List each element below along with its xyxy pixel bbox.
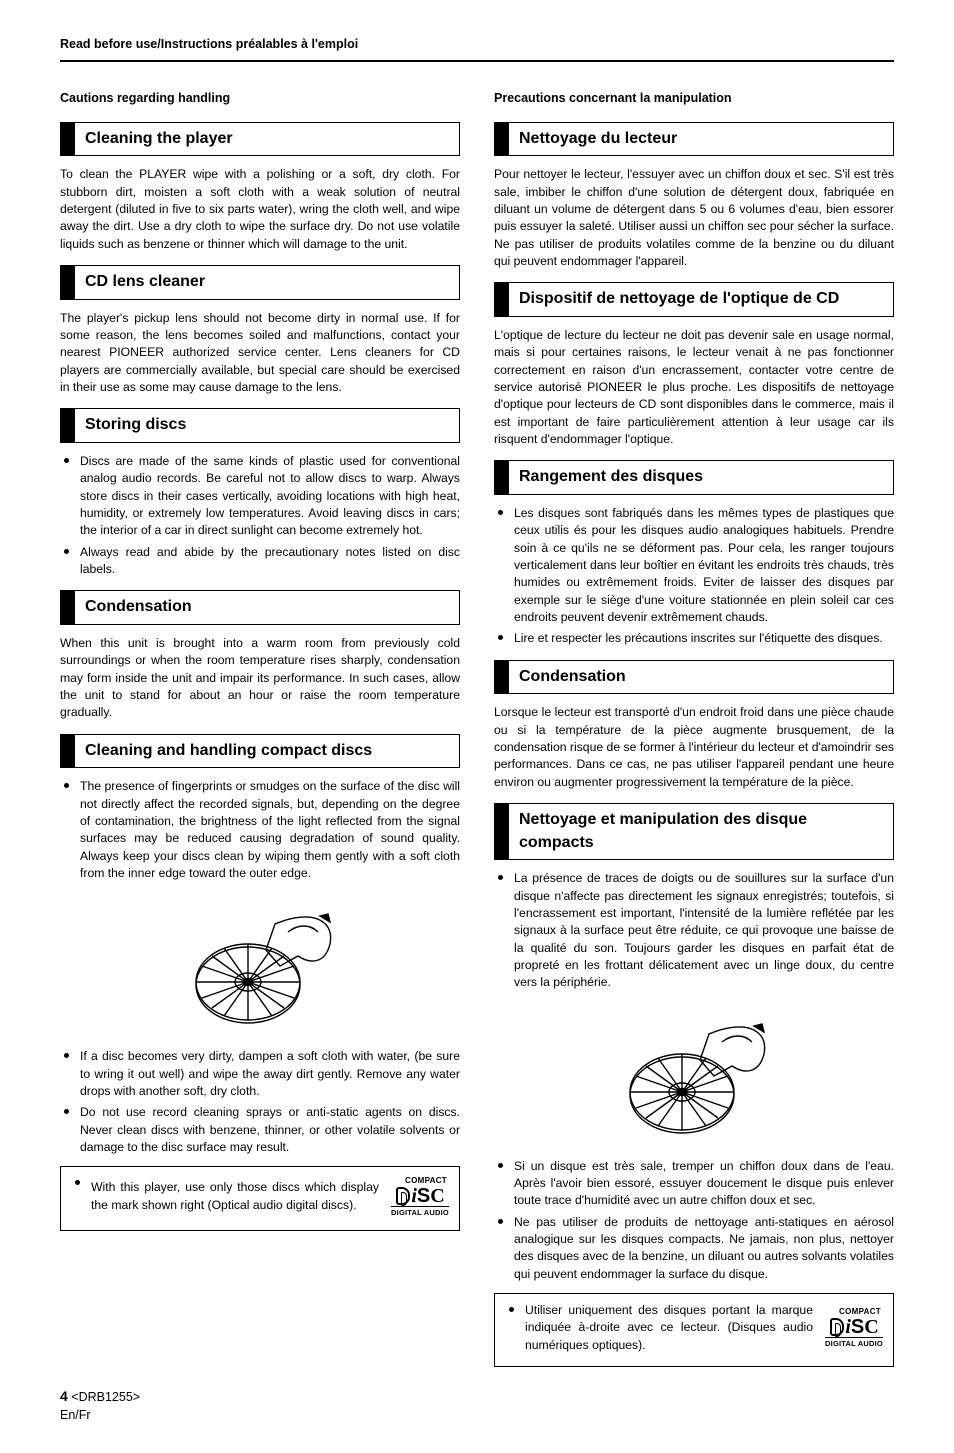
disc-wipe-illustration-fr [604,1004,784,1144]
compact-disc-note-en: With this player, use only those discs w… [60,1166,460,1231]
list-clean-discs-1: The presence of fingerprints or smudges … [60,778,460,882]
list-item: La présence de traces de doigts ou de so… [494,870,894,991]
right-column: Precautions concernant la manipulation N… [494,90,894,1367]
list-storing-discs: Discs are made of the same kinds of plas… [60,453,460,578]
para-cd-lens: The player's pickup lens should not beco… [60,310,460,397]
section-nettoyage-disques-fr: Nettoyage et manipulation des disque com… [494,803,894,860]
para-condensation-en: When this unit is brought into a warm ro… [60,635,460,722]
list-item: Ne pas utiliser de produits de nettoyage… [494,1214,894,1283]
list-item: Do not use record cleaning sprays or ant… [60,1104,460,1156]
list-item: With this player, use only those discs w… [71,1175,449,1218]
para-condensation-fr: Lorsque le lecteur est transporté d'un e… [494,704,894,791]
section-dispositif-optique: Dispositif de nettoyage de l'optique de … [494,282,894,317]
para-dispositif-optique: L'optique de lecture du lecteur ne doit … [494,327,894,448]
disc-wipe-illustration [170,894,350,1034]
section-condensation-fr: Condensation [494,660,894,695]
left-subhead: Cautions regarding handling [60,90,460,108]
section-rangement-disques: Rangement des disques [494,460,894,495]
page-number: 4 [60,1388,68,1404]
page-header: Read before use/Instructions préalables … [60,36,894,62]
section-condensation-en: Condensation [60,590,460,625]
section-nettoyage-lecteur: Nettoyage du lecteur [494,122,894,157]
two-column-layout: Cautions regarding handling Cleaning the… [60,90,894,1367]
para-nettoyage-lecteur: Pour nettoyer le lecteur, l'essuyer avec… [494,166,894,270]
list-item: Utiliser uniquement des disques portant … [505,1302,883,1354]
compact-disc-note-fr: Utiliser uniquement des disques portant … [494,1293,894,1367]
logo-bot: DIGITAL AUDIO [391,1206,449,1219]
list-item: Les disques sont fabriqués dans les même… [494,505,894,626]
header-title: Read before use/Instructions préalables … [60,36,894,54]
list-item: Si un disque est très sale, tremper un c… [494,1158,894,1210]
list-nettoyage-1: La présence de traces de doigts ou de so… [494,870,894,991]
box-text: Utiliser uniquement des disques portant … [525,1302,813,1354]
logo-bot: DIGITAL AUDIO [825,1337,883,1350]
doc-code: <DRB1255> [71,1390,140,1404]
list-item: Lire et respecter les précautions inscri… [494,630,894,647]
list-item: If a disc becomes very dirty, dampen a s… [60,1048,460,1100]
box-text: With this player, use only those discs w… [91,1179,379,1214]
para-cleaning-player: To clean the PLAYER wipe with a polishin… [60,166,460,253]
compact-disc-logo-icon: COMPACT iSC DIGITAL AUDIO [825,1306,883,1349]
section-cleaning-player: Cleaning the player [60,122,460,157]
section-cd-lens: CD lens cleaner [60,265,460,300]
lang-code: En/Fr [60,1408,91,1422]
left-column: Cautions regarding handling Cleaning the… [60,90,460,1367]
list-item: Always read and abide by the precautiona… [60,544,460,579]
compact-disc-logo-icon: COMPACT iSC DIGITAL AUDIO [391,1175,449,1218]
list-item: Discs are made of the same kinds of plas… [60,453,460,540]
list-clean-discs-2: If a disc becomes very dirty, dampen a s… [60,1048,460,1156]
list-nettoyage-2: Si un disque est très sale, tremper un c… [494,1158,894,1283]
list-item: The presence of fingerprints or smudges … [60,778,460,882]
list-rangement: Les disques sont fabriqués dans les même… [494,505,894,648]
section-cleaning-discs-en: Cleaning and handling compact discs [60,734,460,769]
section-storing-discs: Storing discs [60,408,460,443]
right-subhead: Precautions concernant la manipulation [494,90,894,108]
page-footer: 4 <DRB1255> En/Fr [60,1387,894,1425]
